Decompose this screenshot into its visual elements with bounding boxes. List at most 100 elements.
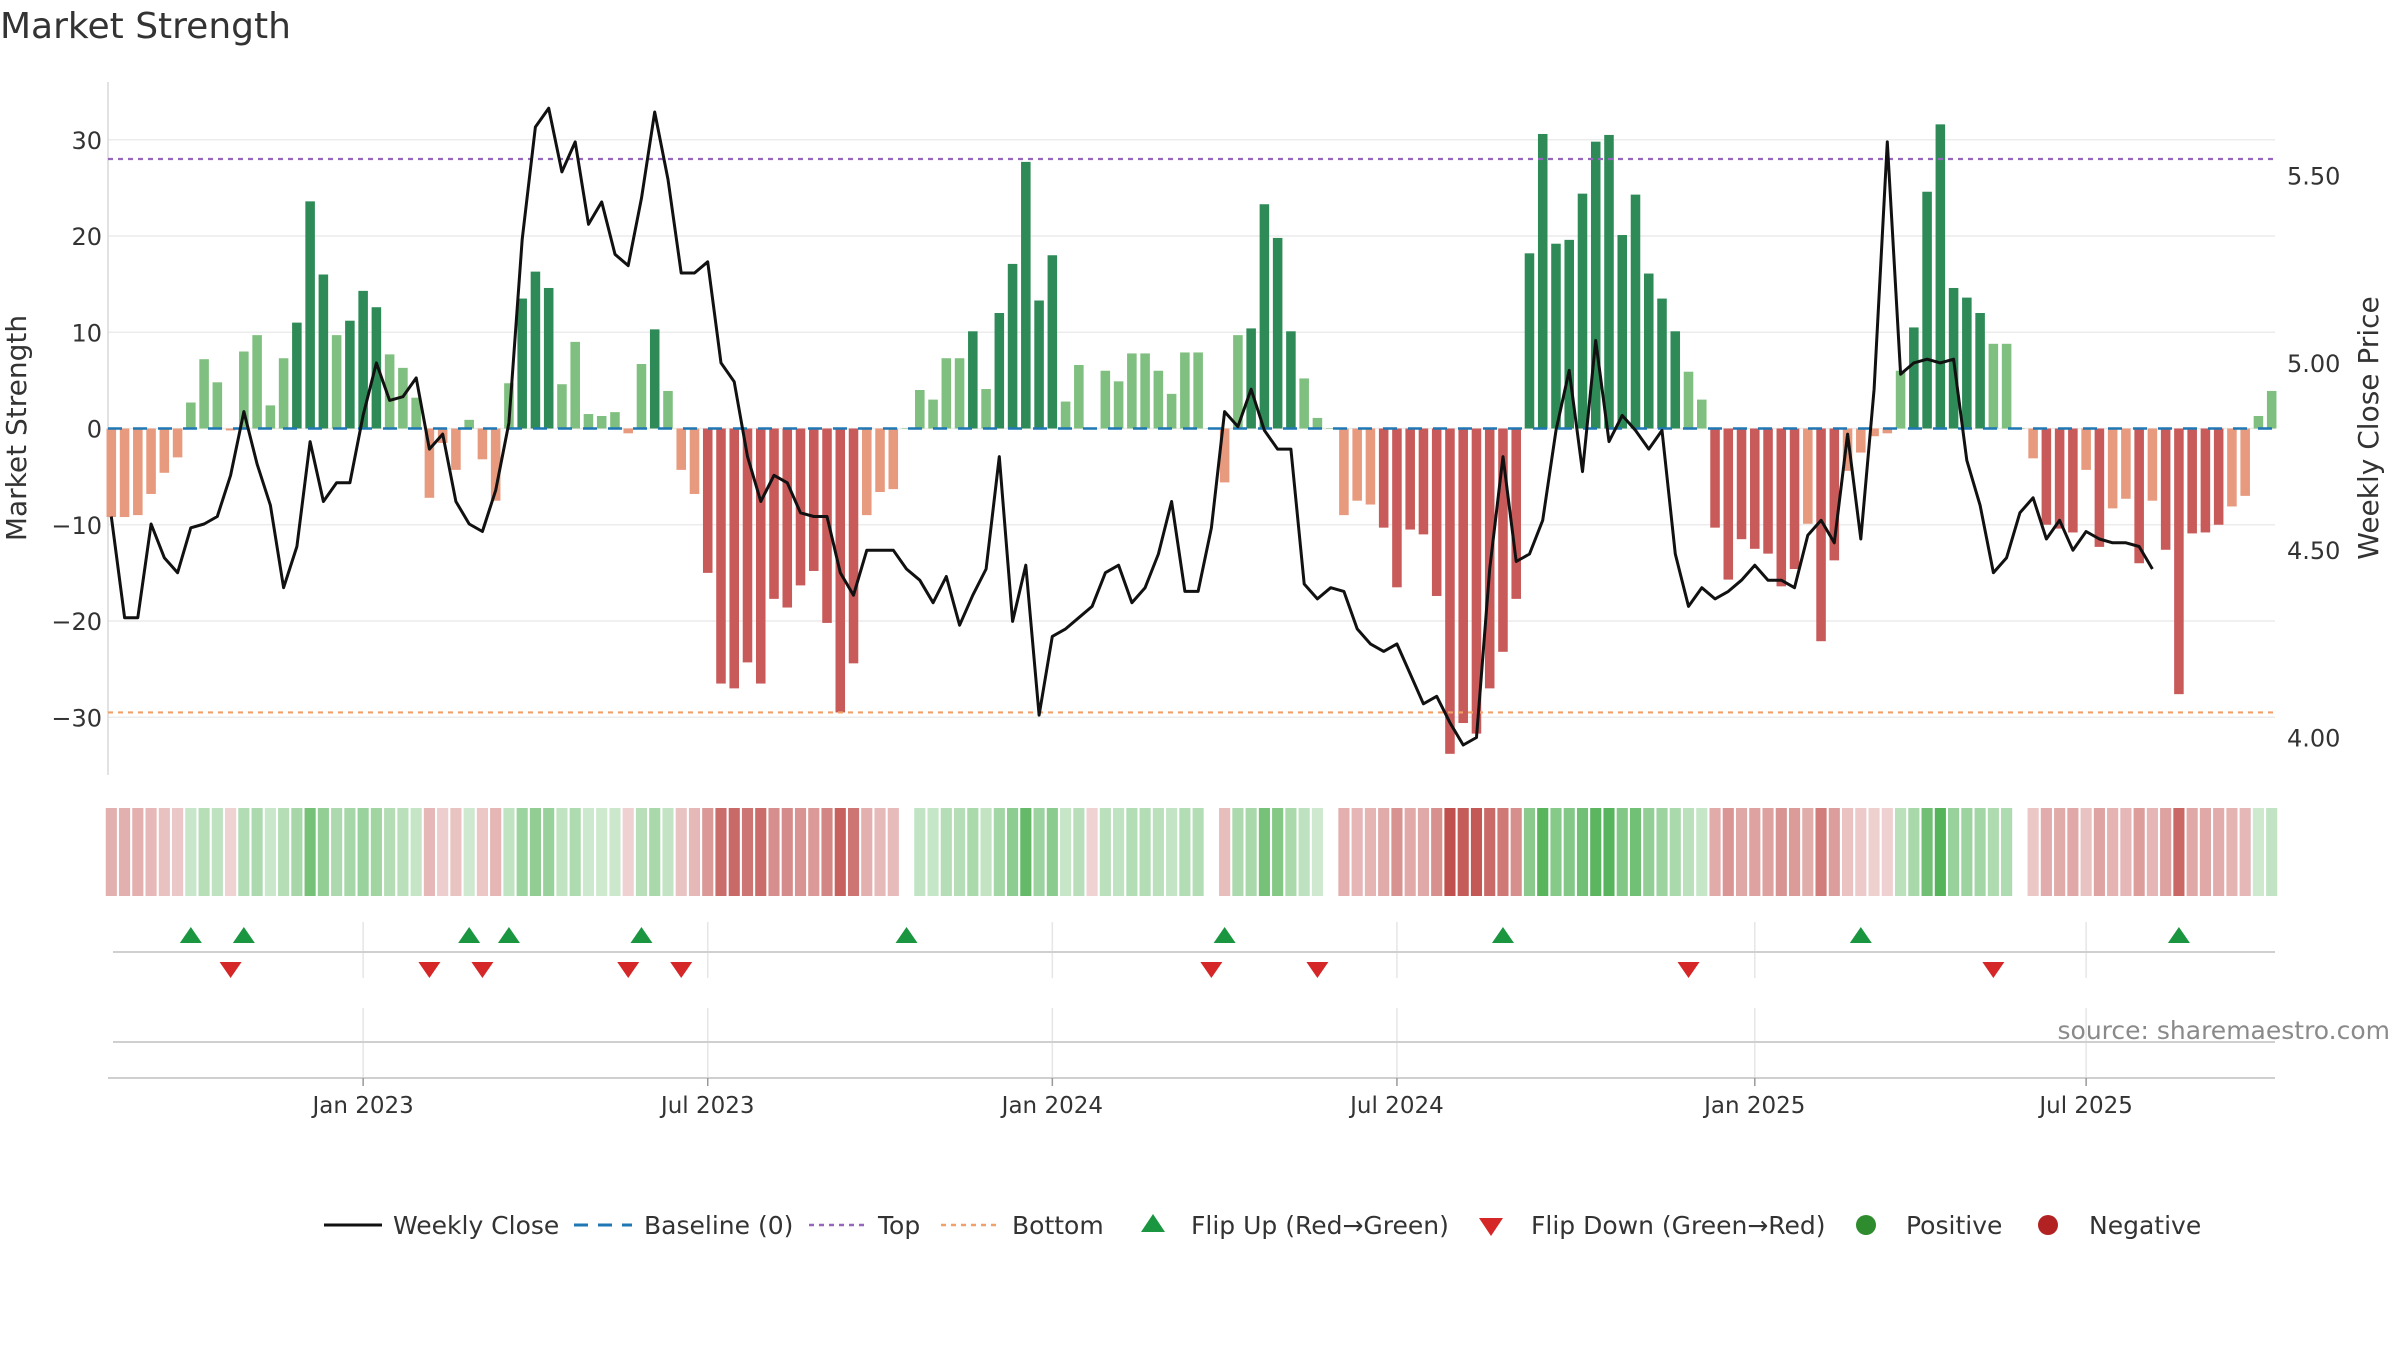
strength-bar xyxy=(1909,327,1919,429)
flip-up-marker xyxy=(1491,927,1514,943)
strength-bar xyxy=(596,415,607,429)
strength-heat-cell xyxy=(1735,808,1748,896)
strength-bar xyxy=(1405,428,1415,530)
strength-heat-cell xyxy=(569,808,581,896)
y-right-tick-label: 5.00 xyxy=(2287,350,2340,378)
strength-heat-cell xyxy=(264,808,276,896)
strength-heat-cell xyxy=(1709,808,1721,896)
strength-heat-cell xyxy=(1484,808,1496,896)
legend-flip-down-icon xyxy=(1479,1218,1503,1236)
strength-bar xyxy=(610,412,620,429)
strength-bar xyxy=(384,354,395,429)
strength-heat-cell xyxy=(1603,808,1615,896)
strength-bar xyxy=(490,428,501,501)
strength-bar xyxy=(663,390,673,429)
y-tick-label: 30 xyxy=(71,127,102,155)
x-tick-label: Jul 2023 xyxy=(659,1093,755,1119)
strength-heat-cell xyxy=(2186,808,2198,896)
strength-heat-cell xyxy=(1192,808,1204,896)
strength-heat-cell xyxy=(1033,808,1045,896)
strength-bar xyxy=(2253,415,2264,429)
strength-heat-cell xyxy=(1245,808,1257,896)
strength-heat-cell xyxy=(490,808,502,896)
y-right-tick-label: 5.50 xyxy=(2287,163,2340,191)
strength-bar xyxy=(1975,313,1985,429)
strength-bar xyxy=(1537,133,1548,429)
strength-bar xyxy=(2028,428,2038,459)
strength-bar xyxy=(702,428,713,573)
strength-bar xyxy=(1180,352,1190,429)
strength-heat-cell xyxy=(1232,808,1244,896)
strength-bar xyxy=(2174,428,2184,695)
strength-bar xyxy=(464,419,474,429)
strength-heat-cell xyxy=(2054,808,2066,896)
strength-bar xyxy=(2107,428,2118,509)
strength-heat-cell xyxy=(304,808,316,896)
strength-heat-cell xyxy=(1643,808,1655,896)
strength-heat-cell xyxy=(1749,808,1761,896)
strength-bar xyxy=(689,428,700,494)
strength-bar xyxy=(1060,401,1071,429)
strength-heat-cell xyxy=(370,808,382,896)
strength-heat-cell xyxy=(1166,808,1178,896)
strength-bar xyxy=(1564,239,1575,429)
strength-bar xyxy=(928,399,938,429)
legend-label: Negative xyxy=(2089,1211,2201,1240)
strength-heat-cell xyxy=(344,808,356,896)
strength-bar xyxy=(1988,343,1999,429)
strength-bar xyxy=(172,428,183,458)
strength-bar xyxy=(875,428,885,493)
strength-heat-cell xyxy=(821,808,833,896)
strength-heat-cell xyxy=(1934,808,1946,896)
weekly-close-line xyxy=(109,106,2154,747)
flip-down-marker xyxy=(617,962,640,978)
legend-dot-icon xyxy=(2038,1215,2058,1235)
strength-bar xyxy=(292,322,302,429)
strength-heat-cell xyxy=(1537,808,1549,896)
strength-bar xyxy=(225,428,236,431)
strength-heat-cell xyxy=(1722,808,1734,896)
strength-heat-cell xyxy=(1378,808,1390,896)
strength-heat-cell xyxy=(384,808,396,896)
strength-bar xyxy=(1074,364,1084,429)
strength-heat-cell xyxy=(2107,808,2119,896)
strength-heat-cell xyxy=(2226,808,2238,896)
strength-heat-cell xyxy=(105,808,117,896)
strength-heat-cell xyxy=(980,808,992,896)
strength-bar xyxy=(1392,428,1402,588)
strength-bar xyxy=(1895,370,1906,429)
strength-bar xyxy=(186,402,196,429)
x-tick-label: Jan 2024 xyxy=(1000,1093,1103,1119)
strength-heat-cell xyxy=(1113,808,1125,896)
strength-bar xyxy=(1193,352,1203,429)
strength-bar xyxy=(1776,428,1787,587)
strength-heat-cell xyxy=(1696,808,1708,896)
strength-heat-cell xyxy=(1576,808,1589,896)
strength-bar xyxy=(1683,371,1694,429)
strength-bar xyxy=(1286,331,1296,429)
strength-heat-cell xyxy=(317,808,329,896)
strength-bar xyxy=(981,389,991,429)
strength-bar xyxy=(1551,243,1561,429)
strength-heat-cell xyxy=(808,808,820,896)
strength-heat-cell xyxy=(1497,808,1509,896)
strength-bar xyxy=(1511,428,1521,599)
strength-bar xyxy=(1339,428,1349,516)
strength-heat-cell xyxy=(649,808,661,896)
strength-bar xyxy=(1630,194,1641,429)
strength-heat-cell xyxy=(1126,808,1138,896)
strength-bar xyxy=(451,428,461,470)
y-right-tick-label: 4.50 xyxy=(2287,537,2340,565)
strength-heat-cell xyxy=(781,808,793,896)
strength-heat-cell xyxy=(2213,808,2225,896)
strength-heat-cell xyxy=(158,808,170,896)
strength-bar xyxy=(1524,253,1535,429)
strength-bar xyxy=(1816,428,1826,642)
strength-bar xyxy=(1471,428,1482,734)
strength-bar xyxy=(1233,335,1243,429)
strength-heat-cell xyxy=(1815,808,1827,896)
strength-bar xyxy=(808,428,819,571)
y-right-axis-title: Weekly Close Price xyxy=(2352,296,2385,559)
strength-bar xyxy=(1219,428,1230,483)
